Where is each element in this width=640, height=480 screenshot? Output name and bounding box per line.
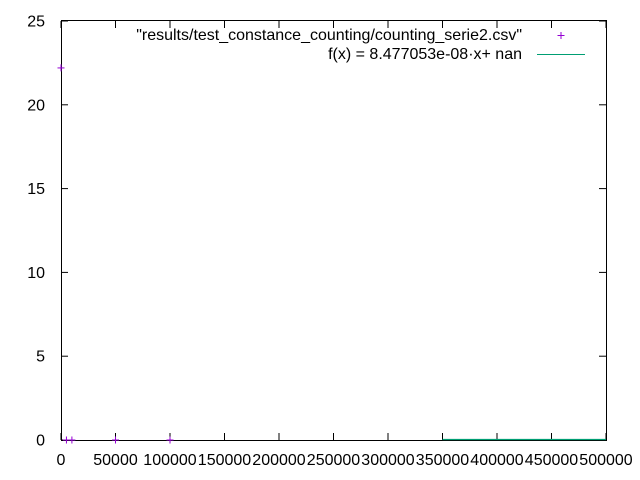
y-axis: 0 5 10 15 20 25 [27, 14, 606, 450]
x-tick-label: 150000 [198, 452, 251, 469]
x-tick-label: 350000 [416, 452, 469, 469]
data-point [57, 64, 65, 72]
x-tick-label: 200000 [252, 452, 305, 469]
x-tick-label: 400000 [470, 452, 523, 469]
legend: "results/test_constance_counting/countin… [136, 27, 585, 63]
x-tick-label: 250000 [307, 452, 360, 469]
plot-frame [61, 20, 607, 441]
y-tick-label: 5 [36, 349, 45, 366]
legend-label-fit: f(x) = 8.477053e-08·x+ nan [328, 46, 522, 63]
x-tick-label: 300000 [361, 452, 414, 469]
x-tick-label: 50000 [93, 452, 138, 469]
series-layer [57, 64, 606, 444]
y-tick-label: 20 [27, 97, 45, 114]
legend-label-points: "results/test_constance_counting/countin… [136, 27, 522, 44]
y-tick-label: 15 [27, 181, 45, 198]
y-tick-label: 25 [27, 14, 45, 31]
x-tick-label: 450000 [525, 452, 578, 469]
x-tick-label: 500000 [579, 452, 632, 469]
data-point [68, 436, 76, 444]
x-tick-label: 0 [57, 452, 66, 469]
x-tick-label: 100000 [143, 452, 196, 469]
legend-marker-plus [557, 32, 565, 39]
data-point [112, 436, 119, 444]
legend-marker-points [557, 32, 565, 39]
y-tick-label: 10 [27, 265, 45, 282]
x-axis: 0 50000 100000 150000 200000 250000 300000 3500… [57, 21, 633, 469]
y-tick-label: 0 [36, 433, 45, 450]
data-point [166, 436, 174, 444]
